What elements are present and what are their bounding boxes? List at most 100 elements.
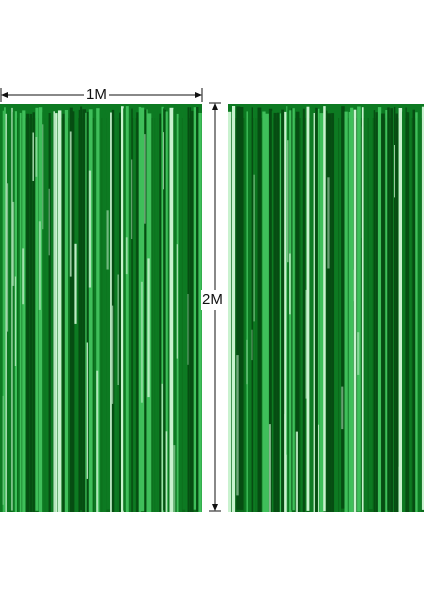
foil-strand (364, 113, 368, 512)
foil-glint (357, 332, 360, 375)
foil-strand (287, 110, 290, 512)
foil-strand (319, 113, 324, 512)
foil-strand (394, 106, 396, 512)
foil-strand (152, 112, 155, 512)
foil-strand (331, 113, 335, 512)
foil-glint (176, 244, 178, 359)
foil-strand (165, 111, 169, 512)
foil-strand (121, 106, 124, 512)
foil-strand (262, 111, 266, 512)
foil-strand (44, 109, 46, 512)
foil-strand (284, 111, 287, 512)
foil-strand (125, 106, 129, 512)
foil-glint (253, 174, 255, 322)
left-foil-curtain (0, 104, 202, 512)
foil-strand (390, 108, 394, 512)
foil-strand (310, 113, 315, 512)
foil-glint (394, 145, 395, 198)
foil-strand (327, 113, 332, 512)
foil-strand (2, 110, 4, 512)
foil-strand (295, 111, 300, 512)
width-arrow-right-icon (195, 92, 202, 98)
foil-strand (35, 107, 39, 511)
foil-strand (179, 112, 182, 512)
foil-strand (341, 106, 345, 509)
foil-strand (409, 110, 412, 512)
foil-strand (198, 113, 202, 512)
width-label: 1M (84, 86, 109, 103)
foil-glint (163, 132, 164, 190)
foil-strand (344, 111, 348, 512)
foil-strand (339, 113, 341, 512)
foil-glint (268, 424, 271, 512)
foil-strand (62, 113, 65, 512)
foil-strand (398, 108, 403, 512)
foil-strand (17, 108, 21, 512)
foil-strand (375, 112, 379, 512)
left-curtain-strands (0, 104, 202, 512)
foil-strand (102, 110, 106, 512)
foil-strand (32, 112, 35, 512)
foil-strand (11, 107, 13, 511)
foil-strand (129, 113, 132, 512)
foil-glint (289, 253, 291, 315)
foil-strand (268, 108, 273, 512)
foil-strand (315, 107, 318, 512)
foil-strand (29, 113, 33, 512)
foil-strand (94, 108, 96, 512)
foil-strand (189, 107, 192, 512)
foil-strand (248, 110, 252, 512)
foil-strand (82, 109, 86, 512)
foil-strand (106, 106, 111, 510)
foil-strand (353, 109, 357, 512)
foil-strand (110, 112, 113, 512)
foil-strand (55, 113, 58, 512)
foil-glint (74, 243, 77, 324)
foil-strand (302, 108, 305, 512)
foil-glint (48, 188, 50, 256)
foil-strand (53, 111, 55, 512)
foil-strand (421, 106, 424, 510)
foil-strand (196, 107, 199, 512)
foil-strand (193, 107, 197, 510)
foil-glint (32, 132, 34, 181)
foil-strand (279, 113, 282, 512)
foil-strand (58, 110, 62, 512)
foil-strand (348, 111, 351, 512)
foil-strand (26, 113, 30, 512)
foil-glint (173, 445, 176, 512)
foil-strand (167, 110, 170, 512)
foil-strand (286, 106, 288, 512)
foil-strand (5, 113, 7, 512)
foil-strand (256, 106, 258, 512)
foil-strand (157, 107, 160, 512)
foil-glint (287, 140, 289, 263)
foil-strand (406, 112, 408, 512)
foil-strand (273, 112, 277, 512)
height-label: 2M (201, 290, 224, 310)
foil-glint (327, 177, 330, 269)
foil-glint (341, 386, 344, 430)
foil-glint (398, 466, 401, 512)
foil-strand (114, 106, 118, 512)
foil-glint (42, 124, 44, 230)
foil-strand (86, 111, 89, 512)
height-arrow-top-icon (212, 103, 218, 110)
foil-strand (164, 109, 166, 512)
foil-strand (191, 110, 194, 512)
foil-glint (246, 339, 248, 385)
foil-strand (373, 110, 376, 512)
foil-strand (22, 110, 26, 512)
foil-glint (140, 281, 143, 403)
foil-glint (22, 248, 25, 305)
foil-glint (7, 183, 9, 332)
foil-strand (291, 108, 293, 511)
foil-strand (69, 107, 73, 512)
foil-glint (147, 258, 150, 398)
foil-strand (323, 106, 326, 512)
foil-strand (361, 107, 364, 512)
foil-strand (85, 112, 87, 512)
foil-strand (99, 110, 102, 512)
foil-glint (38, 221, 41, 310)
